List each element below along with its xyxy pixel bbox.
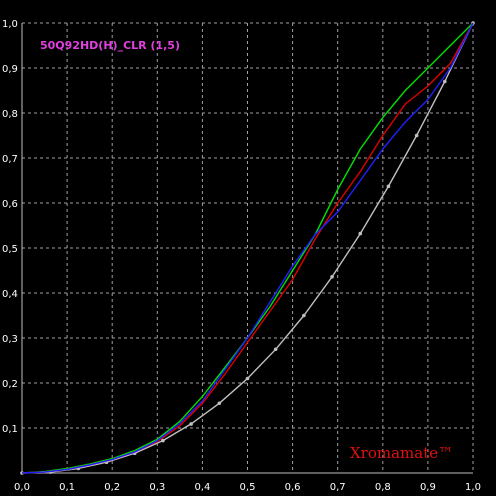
- grid: [22, 22, 474, 473]
- x-tick-label: 0,4: [194, 482, 210, 493]
- y-tick-label: 0,9: [2, 64, 18, 75]
- y-tick-label: 1,0: [2, 19, 18, 30]
- x-tick-label: 0,6: [285, 482, 301, 493]
- y-tick-label: 0,5: [2, 244, 18, 255]
- tick-labels: 0,0 0,1 0,2 0,3 0,4 0,5 0,6 0,7 0,8 0,9 1,0 0,1 0,2 0…: [2, 19, 481, 493]
- data-point: [386, 184, 391, 189]
- x-tick-label: 0,5: [240, 482, 256, 493]
- x-tick-label: 0,3: [149, 482, 165, 493]
- y-tick-label: 0,6: [2, 199, 18, 210]
- series-line: [21, 22, 474, 474]
- chart-title: 50Q92HD(H)_CLR (1,5): [40, 39, 180, 52]
- y-tick-label: 0,2: [2, 379, 18, 390]
- watermark-logo: Xromamate™: [350, 444, 453, 462]
- y-tick-label: 0,3: [2, 334, 18, 345]
- y-tick-label: 0,4: [2, 289, 18, 300]
- x-tick-label: 1,0: [465, 482, 481, 493]
- data-point: [414, 133, 419, 138]
- y-tick-label: 0,7: [2, 154, 18, 165]
- series-layer: [20, 21, 475, 475]
- data-point: [302, 313, 306, 318]
- data-point: [330, 275, 334, 279]
- data-point: [273, 347, 278, 352]
- x-tick-label: 0,7: [330, 482, 346, 493]
- x-tick-label: 0,8: [375, 482, 391, 493]
- data-point: [443, 79, 447, 84]
- data-point: [189, 422, 193, 426]
- data-point: [161, 438, 165, 443]
- data-point: [358, 231, 363, 236]
- y-tick-label: 0,1: [2, 424, 18, 435]
- x-tick-label: 0,0: [14, 482, 30, 493]
- data-point: [217, 401, 222, 406]
- x-tick-label: 0,9: [420, 482, 436, 493]
- x-tick-label: 0,2: [104, 482, 120, 493]
- axes: [21, 23, 473, 474]
- y-tick-label: 0,8: [2, 109, 18, 120]
- x-tick-label: 0,1: [59, 482, 75, 493]
- data-point: [245, 376, 250, 381]
